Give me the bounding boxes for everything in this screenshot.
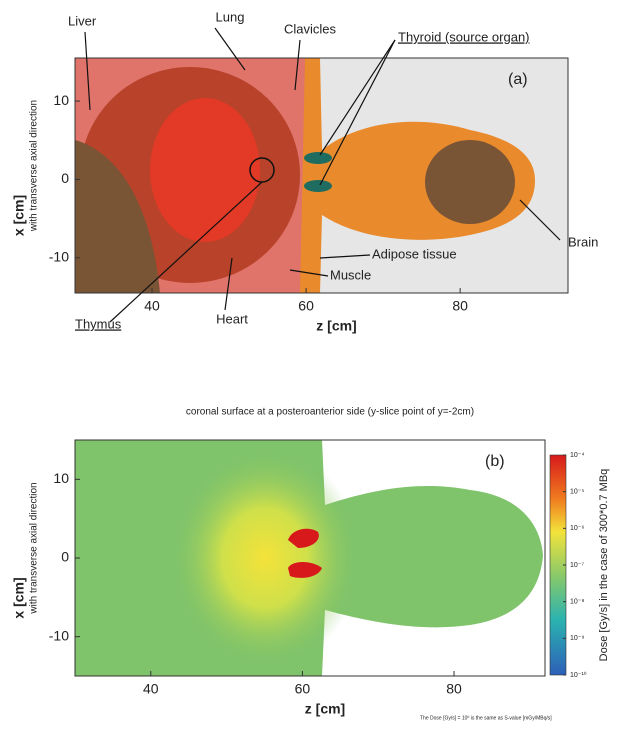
- x-tick-label: 40: [143, 681, 159, 697]
- colorbar-label: Dose [Gy/s] in the case of 300*0.7 MBq: [598, 469, 610, 662]
- figure: Liver Lung Clavicles Thyroid (source organ)…: [0, 0, 619, 728]
- x-tick-label: 40: [144, 298, 160, 314]
- colorbar-tick-label: 10⁻⁹: [570, 635, 584, 642]
- annotation: Heart: [216, 311, 248, 326]
- x-tick-label: 60: [295, 681, 311, 697]
- panel-label: (a): [508, 71, 528, 88]
- colorbar-tick-label: 10⁻¹⁰: [570, 671, 587, 679]
- y-tick-label: -10: [49, 627, 69, 643]
- y-axis-label: x [cm]: [11, 195, 27, 236]
- annotation: Lung: [216, 9, 245, 24]
- heart: [150, 98, 260, 242]
- annotation: Adipose tissue: [372, 246, 457, 261]
- thyroid: [304, 180, 332, 192]
- annotation: Brain: [568, 234, 598, 249]
- y-axis-sublabel: with transverse axial direction: [29, 482, 40, 614]
- thyroid: [304, 152, 332, 164]
- annotation: Liver: [68, 13, 97, 28]
- x-axis-label: z [cm]: [305, 701, 345, 717]
- annotation: Clavicles: [284, 21, 337, 36]
- colorbar-tick-label: 10⁻⁶: [570, 525, 584, 532]
- brain: [425, 140, 515, 224]
- dose-hotspot: [170, 448, 360, 668]
- x-axis-label: z [cm]: [316, 318, 356, 334]
- panel-label: (b): [485, 453, 505, 470]
- x-tick-label: 80: [452, 298, 468, 314]
- y-tick-label: 0: [61, 170, 69, 186]
- colorbar-tick-label: 10⁻⁴: [570, 452, 585, 459]
- footnote: The Dose [Gy/s] = 10⁰ is the same as S-v…: [420, 715, 552, 721]
- x-tick-label: 80: [446, 681, 462, 697]
- annotation: Thymus: [75, 316, 122, 331]
- annotation: Thyroid (source organ): [398, 29, 530, 44]
- panel-title: coronal surface at a posteroanterior sid…: [186, 407, 474, 418]
- y-axis-label: x [cm]: [11, 577, 27, 618]
- x-tick-label: 60: [298, 298, 314, 314]
- colorbar-tick-label: 10⁻⁸: [570, 599, 584, 606]
- y-tick-label: 0: [61, 549, 69, 565]
- y-tick-label: 10: [53, 470, 69, 486]
- y-tick-label: -10: [49, 248, 69, 264]
- y-tick-label: 10: [53, 92, 69, 108]
- y-axis-sublabel: with transverse axial direction: [29, 100, 40, 232]
- annotation: Muscle: [330, 267, 371, 282]
- colorbar-tick-label: 10⁻⁷: [570, 562, 584, 569]
- colorbar-tick-label: 10⁻⁵: [570, 489, 584, 496]
